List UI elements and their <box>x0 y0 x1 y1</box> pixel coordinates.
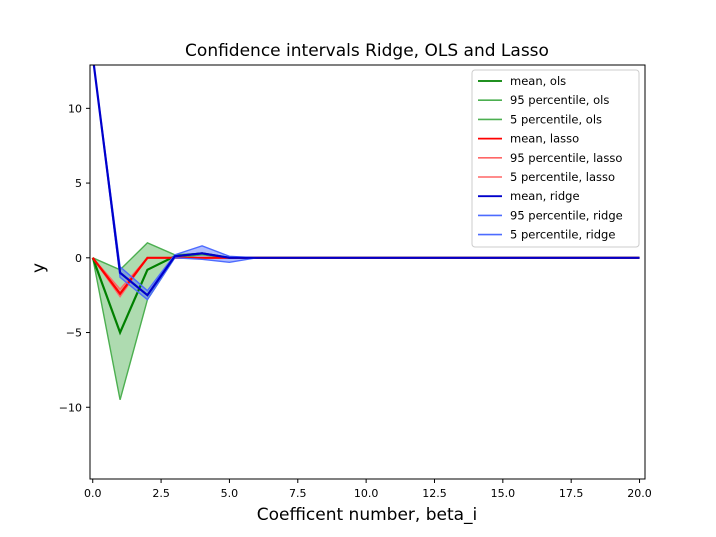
series-lines <box>91 65 640 400</box>
lasso-confidence-band <box>92 257 640 297</box>
x-tick-label: 10.0 <box>354 487 379 500</box>
legend-label: mean, ridge <box>510 189 580 203</box>
lasso-mean-line <box>91 256 640 296</box>
y-tick-label: 10 <box>68 102 82 115</box>
x-tick-label: 20.0 <box>627 487 652 500</box>
ols-mean-line <box>91 252 640 336</box>
chart-title: Confidence intervals Ridge, OLS and Lass… <box>185 41 549 61</box>
legend-label: 95 percentile, lasso <box>510 151 622 165</box>
legend-items: mean, ols 95 percentile, ols 5 percentile,… <box>478 74 623 242</box>
y-tick-label: −10 <box>59 401 82 414</box>
plot-frame <box>89 64 646 480</box>
legend-box <box>471 69 640 248</box>
x-tick-label: 12.5 <box>422 487 447 500</box>
y-axis-label: y <box>29 263 49 273</box>
legend: mean, ols 95 percentile, ols 5 percentile,… <box>471 69 640 248</box>
legend-label: 95 percentile, ols <box>510 93 609 107</box>
legend-label: mean, lasso <box>510 132 579 146</box>
y-tick-label: −5 <box>66 327 82 340</box>
lasso-upper-line <box>92 257 640 291</box>
x-tick-label: 15.0 <box>491 487 516 500</box>
ridge-mean-line <box>92 65 640 297</box>
x-axis-label: Coefficent number, beta_i <box>257 505 478 525</box>
x-axis-ticks: 0.0 2.5 5.0 7.5 10.0 12.5 15.0 17.5 20.0 <box>84 479 652 500</box>
y-tick-label: 0 <box>75 252 82 265</box>
lasso-lower-line <box>92 257 640 298</box>
x-tick-label: 17.5 <box>559 487 584 500</box>
x-tick-label: 5.0 <box>221 487 239 500</box>
legend-label: 5 percentile, ridge <box>510 228 615 242</box>
plot-area <box>91 65 640 400</box>
legend-label: 5 percentile, lasso <box>510 170 615 184</box>
x-tick-label: 7.5 <box>289 487 307 500</box>
legend-label: 5 percentile, ols <box>510 112 602 126</box>
y-tick-label: 5 <box>75 177 82 190</box>
x-tick-label: 2.5 <box>152 487 170 500</box>
ols-lower-line <box>92 254 640 400</box>
ols-confidence-band <box>92 242 640 400</box>
x-tick-label: 0.0 <box>84 487 102 500</box>
y-axis-ticks: 10 5 0 −5 −10 <box>59 102 90 414</box>
legend-label: 95 percentile, ridge <box>510 208 623 222</box>
legend-label: mean, ols <box>510 74 566 88</box>
